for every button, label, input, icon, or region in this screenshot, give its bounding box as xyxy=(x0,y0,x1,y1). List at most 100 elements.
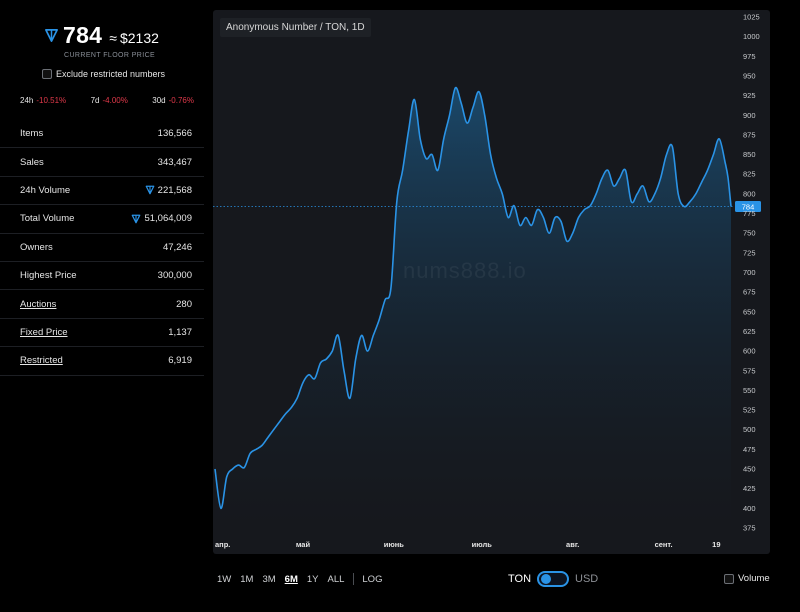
stat-value: 51,064,009 xyxy=(131,213,192,224)
y-tick-label: 950 xyxy=(743,71,756,80)
volume-label: Volume xyxy=(738,573,770,584)
volume-checkbox[interactable]: Volume xyxy=(724,573,770,584)
floor-price-usd: $2132 xyxy=(119,30,159,46)
time-range-selector: 1W 1M 3M 6M 1Y ALL LOG xyxy=(217,573,382,585)
stat-row-items: Items 136,566 xyxy=(0,120,204,149)
y-tick-label: 650 xyxy=(743,307,756,316)
y-tick-label: 1000 xyxy=(743,32,760,41)
stat-row-24h-volume: 24h Volume 221,568 xyxy=(0,177,204,206)
exclude-restricted-checkbox[interactable]: Exclude restricted numbers xyxy=(42,69,165,79)
currency-switch[interactable] xyxy=(537,571,570,587)
stat-label[interactable]: Restricted xyxy=(20,355,63,367)
stat-row-sales: Sales 343,467 xyxy=(0,148,204,177)
range-3m[interactable]: 3M xyxy=(262,573,276,585)
y-tick-label: 700 xyxy=(743,268,756,277)
approx-sign: ≈ xyxy=(109,30,117,46)
y-tick-label: 875 xyxy=(743,130,756,139)
x-tick-label: июль xyxy=(472,540,493,549)
stat-value: 343,467 xyxy=(157,156,192,168)
x-tick-label: май xyxy=(296,540,311,549)
price-chart[interactable]: 784 1025 1000 975 950 925 900 875 850 825 800 775 75… xyxy=(213,10,770,554)
price-changes: 24h -10.51% 7d -4.00% 30d -0.76% xyxy=(20,96,194,105)
y-tick-label: 500 xyxy=(743,425,756,434)
stats-panel: 784 ≈ $2132 CURRENT FLOOR PRICE Exclude … xyxy=(0,0,204,612)
stat-label[interactable]: Auctions xyxy=(20,298,57,310)
y-tick-label: 725 xyxy=(743,248,756,257)
y-tick-label: 900 xyxy=(743,111,756,120)
stat-value: 47,246 xyxy=(162,241,192,253)
stat-label: Total Volume xyxy=(20,213,75,225)
stat-value: 1,137 xyxy=(168,326,192,338)
exclude-restricted-label: Exclude restricted numbers xyxy=(56,69,166,79)
stat-label: 24h Volume xyxy=(20,184,71,196)
y-tick-label: 475 xyxy=(743,445,756,454)
stat-label: Items xyxy=(20,128,44,140)
stat-row-total-volume: Total Volume 51,064,009 xyxy=(0,205,204,234)
current-price-label: 784 xyxy=(742,202,755,211)
ton-icon xyxy=(132,214,141,224)
y-tick-label: 775 xyxy=(743,209,756,218)
price-line xyxy=(214,86,732,510)
ton-icon xyxy=(145,186,155,195)
x-tick-label: июнь xyxy=(384,540,405,549)
stat-row-restricted[interactable]: Restricted 6,919 xyxy=(0,347,204,376)
y-tick-label: 450 xyxy=(743,465,756,474)
ton-label[interactable]: TON xyxy=(508,573,532,585)
stat-row-owners: Owners 47,246 xyxy=(0,234,204,262)
x-tick-label: апр. xyxy=(215,540,230,549)
stat-value: 221,568 xyxy=(145,185,192,196)
price-area xyxy=(215,87,731,528)
floor-price-label: CURRENT FLOOR PRICE xyxy=(64,52,156,59)
chart-plot[interactable]: 784 1025 1000 975 950 925 900 875 850 825 800 775 75… xyxy=(213,10,770,554)
stat-value: 136,566 xyxy=(157,128,192,140)
range-all[interactable]: ALL xyxy=(327,573,345,585)
x-tick-label: сент. xyxy=(655,540,673,549)
change-24h: 24h -10.51% xyxy=(20,96,67,105)
stat-value: 6,919 xyxy=(168,355,192,367)
range-1w[interactable]: 1W xyxy=(217,573,232,585)
y-tick-label: 975 xyxy=(743,52,756,61)
x-tick-label: 19 xyxy=(712,540,720,549)
y-tick-label: 800 xyxy=(743,189,756,198)
stat-label[interactable]: Fixed Price xyxy=(20,326,68,338)
stat-row-auctions[interactable]: Auctions 280 xyxy=(0,290,204,319)
y-tick-label: 825 xyxy=(743,170,756,179)
ton-icon xyxy=(45,29,58,42)
chart-title: Anonymous Number / TON, 1D xyxy=(220,18,371,37)
y-tick-label: 925 xyxy=(743,91,756,100)
currency-toggle[interactable]: TON USD xyxy=(508,571,598,587)
range-1y[interactable]: 1Y xyxy=(306,573,319,585)
switch-knob[interactable] xyxy=(541,574,552,584)
volume-checkbox-box[interactable] xyxy=(724,573,734,584)
y-tick-label: 400 xyxy=(743,504,756,513)
y-tick-label: 1025 xyxy=(743,13,760,22)
range-6m[interactable]: 6M xyxy=(284,573,298,585)
usd-label[interactable]: USD xyxy=(575,573,599,585)
stat-value: 300,000 xyxy=(157,270,192,282)
y-tick-label: 575 xyxy=(743,366,756,375)
stat-label: Highest Price xyxy=(20,270,77,282)
change-30d: 30d -0.76% xyxy=(152,96,194,105)
stat-label: Sales xyxy=(20,156,44,168)
y-tick-label: 750 xyxy=(743,229,756,238)
y-tick-label: 675 xyxy=(743,288,756,297)
y-tick-label: 375 xyxy=(743,524,756,533)
floor-price: 784 ≈ $2132 xyxy=(44,22,159,49)
y-tick-label: 850 xyxy=(743,150,756,159)
y-tick-label: 625 xyxy=(743,327,756,336)
floor-price-value: 784 xyxy=(63,22,103,48)
current-price-tag xyxy=(735,200,761,212)
y-tick-label: 425 xyxy=(743,484,756,493)
watermark: nums888.io xyxy=(403,258,527,283)
y-tick-label: 600 xyxy=(743,347,756,356)
stat-row-fixed-price[interactable]: Fixed Price 1,137 xyxy=(0,319,204,348)
change-7d: 7d -4.00% xyxy=(90,96,128,105)
range-1m[interactable]: 1M xyxy=(240,573,254,585)
stats-list: Items 136,566 Sales 343,467 24h Volume 221,56… xyxy=(0,120,204,376)
range-divider xyxy=(353,573,355,585)
stat-value: 280 xyxy=(176,298,192,310)
stat-label: Owners xyxy=(20,241,53,253)
y-tick-label: 550 xyxy=(743,386,756,395)
checkbox-box[interactable] xyxy=(42,69,52,79)
log-scale-button[interactable]: LOG xyxy=(362,573,383,585)
